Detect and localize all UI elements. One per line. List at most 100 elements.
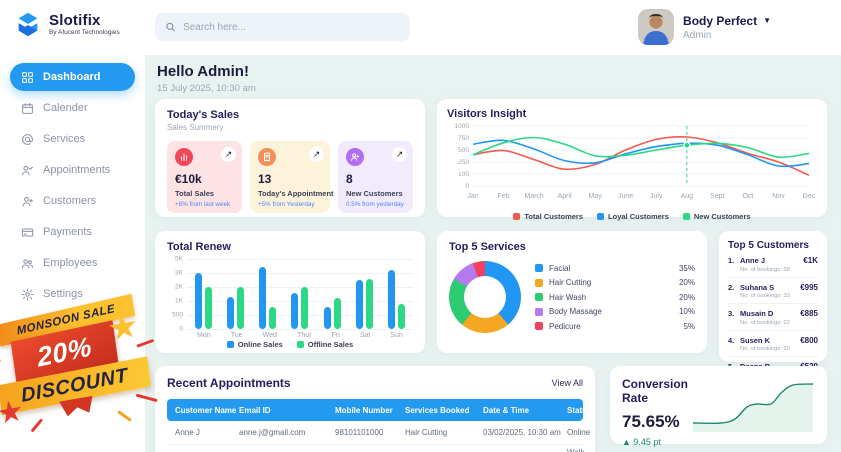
legend-item: Offline Sales [296,340,354,349]
customer-row[interactable]: 4. Susen K No. of bookings: 20 €800 [728,331,818,357]
table-row[interactable]: Anne J anne.j@gmail.com 98101101000 Hair Cu… [167,421,590,445]
service-legend-item: Hair Cutting 20% [535,278,695,287]
table-cell: Online [567,428,591,437]
xaxis-tick-label: Mon [197,332,211,339]
legend-label: Online Sales [237,340,283,349]
service-label: Pedicure [549,321,581,331]
sales-card-value: 8 [346,172,353,186]
customer-row[interactable]: 2. Suhana S No. of bookings: 33 €995 [728,278,818,304]
svg-text:0: 0 [465,183,469,190]
profile-name: Body Perfect [683,13,758,28]
bar-online-sales [194,273,202,329]
svg-text:750: 750 [458,135,469,142]
svg-text:July: July [650,193,663,200]
bar-group-fri [323,259,341,329]
bar-online-sales [291,292,299,329]
chart-icon [181,153,187,161]
sales-card-total-sales: ↗ €10k Total Sales +8% from last week [167,141,242,213]
gridline [187,259,413,260]
customer-amount: €885 [800,309,818,318]
svg-text:500: 500 [458,147,469,154]
appointments-table-body: Anne J anne.j@gmail.com 98101101000 Hair Cu… [167,421,590,452]
sidebar-item-label: Settings [43,288,83,300]
sidebar-nav: Dashboard Calender Services Appointments Cus… [0,55,145,316]
xaxis-tick-label: Wed [262,332,277,339]
appointments-icon [22,165,33,175]
sidebar-item-employees[interactable]: Employees [10,249,135,277]
yaxis-tick-label: 1K [175,297,183,305]
bar-offline-sales [398,303,406,329]
sidebar-item-services[interactable]: Services [10,125,135,153]
appointments-table: Customer Name Email ID Mobile Number Servic… [167,399,591,452]
brand-name: Slotifix [49,11,101,29]
legend-label: New Customers [693,212,751,221]
table-cell: 98101101000 [335,428,384,437]
visitors-insight-card: Visitors Insight 0 100 250 500 750 1000 Jan Feb… [437,99,827,221]
chevron-down-icon[interactable]: ▼ [763,16,771,25]
bar-offline-sales [236,287,244,329]
bar-offline-sales [269,306,277,329]
svg-text:Nov: Nov [772,193,785,200]
customer-amount: €800 [800,335,818,345]
sales-card-new-customers: ↗ 8 New Customers 0.5% from yesterday [338,141,413,213]
legend-label: Offline Sales [307,340,354,349]
sidebar-item-appointments[interactable]: Appointments [10,156,135,184]
search-bar[interactable] [155,13,410,41]
arrow-up-right-icon[interactable]: ↗ [309,147,324,162]
total-renew-title: Total Renew [167,241,231,253]
total-renew-plot [187,259,413,330]
legend-swatch [296,341,304,348]
todays-sales-subtitle: Sales Summery [167,123,224,132]
svg-text:March: March [524,193,544,200]
customer-amount: €995 [800,282,818,292]
sales-card-delta: +8% from last week [175,201,231,208]
view-all-link[interactable]: View All [551,378,583,388]
bar-group-tue [226,259,244,329]
sidebar-item-payments[interactable]: Payments [10,218,135,246]
svg-text:Aug: Aug [681,193,694,200]
search-input[interactable] [183,21,400,33]
avatar[interactable] [638,9,675,45]
table-cell: Hair Cutting [405,428,448,437]
svg-text:May: May [589,193,603,200]
profile-menu[interactable]: Body Perfect ▼ Admin [638,9,771,45]
brand-tagline: By Afucent Technologies [49,28,120,36]
yaxis-tick-label: 2K [175,283,183,291]
bar-group-wed [259,259,277,329]
dashboard-icon [22,71,33,83]
customer-rank: 2. [728,282,735,292]
table-row[interactable]: Monisha Ss.monisha@gmail.com9191010002Pe… [167,445,587,452]
person-plus-icon [346,148,364,166]
customer-row[interactable]: 1. Anne J No. of bookings: 58 €1K [728,251,818,278]
greeting-block: Hello Admin! 15 July 2025, 10:30 am [157,63,256,94]
legend-item: Total Customers [513,212,583,221]
sidebar-item-calender[interactable]: Calender [10,94,135,122]
arrow-up-right-icon[interactable]: ↗ [221,147,236,162]
employees-icon [21,258,34,268]
settings-icon [21,288,34,300]
brand-logo[interactable]: Slotifix By Afucent Technologies [13,9,120,39]
total-renew-card: Total Renew 0 500 1K 2K 3K 5K Mon Tue Wed Thur Fr… [155,231,425,353]
service-legend-item: Hair Wash 20% [535,293,695,302]
service-label: Facial [549,263,571,273]
recent-appointments-title: Recent Appointments [167,376,291,390]
xaxis-tick-label: Fri [331,332,340,339]
customer-row[interactable]: 3. Musain D No. of bookings: 22 €885 [728,304,818,331]
arrow-up-right-icon[interactable]: ↗ [392,147,407,162]
column-header: Customer Name [175,405,237,415]
table-cell: 03/02/2025, 10:30 am [483,428,561,437]
sidebar-item-dashboard[interactable]: Dashboard [10,63,135,91]
svg-text:Oct: Oct [742,193,753,200]
sidebar-item-settings[interactable]: Settings [10,280,135,308]
sales-mini-cards: ↗ €10k Total Sales +8% from last week ↗ 13 Tod… [167,141,413,213]
bar-offline-sales [301,287,309,329]
yaxis-tick-label: 3K [175,269,183,277]
greeting-date: 15 July 2025, 10:30 am [157,83,256,94]
top-services-donut [449,261,521,333]
customer-bookings: No. of bookings: 33 [740,293,790,299]
table-cell: Anne J [175,428,200,437]
svg-text:April: April [558,193,572,200]
customer-rank: 3. [728,309,735,318]
legend-swatch [535,307,543,316]
sidebar-item-customers[interactable]: Customers [10,187,135,215]
